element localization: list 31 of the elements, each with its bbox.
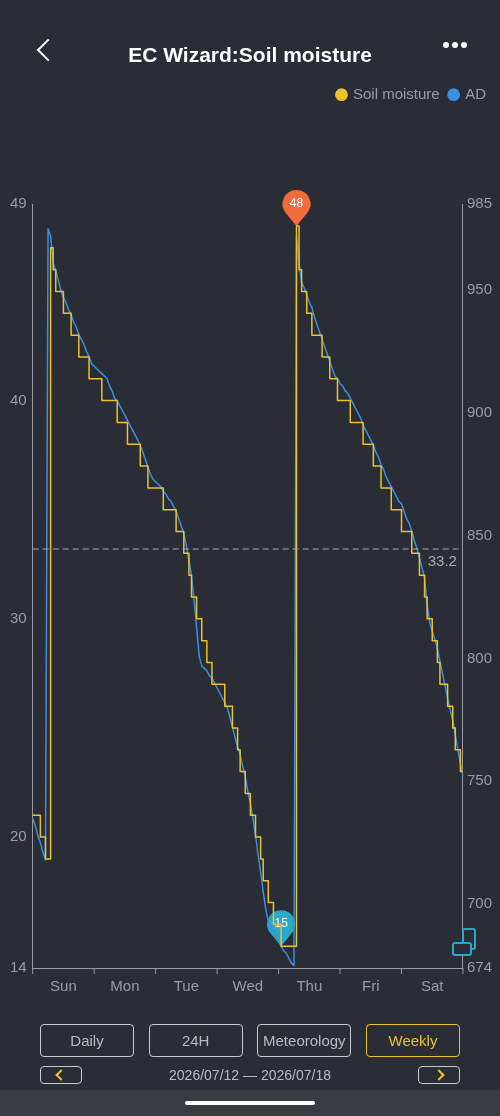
x-tick-label: Wed — [232, 977, 264, 995]
y2-tick-label: 674 — [466, 958, 492, 976]
text: Meteorology — [257, 1024, 352, 1057]
x-tick-label: Tue — [173, 977, 200, 995]
y-tick-label: 20 — [10, 827, 27, 845]
chart-title: EC Wizard:Soil moisture — [128, 43, 372, 67]
y2-tick-label: 700 — [466, 894, 492, 912]
y2-tick-label: 985 — [466, 194, 492, 212]
text: 2026/07/12 — 2026/07/18 — [169, 1067, 331, 1083]
annotation: 15 — [274, 916, 289, 931]
y2-tick-label: 850 — [466, 525, 492, 543]
x-tick-label: Thu — [296, 977, 323, 995]
y2-tick-label: 950 — [466, 280, 492, 298]
y2-tick-label: 750 — [466, 771, 492, 789]
y-tick-label: 49 — [10, 194, 27, 212]
x-tick-label: Mon — [110, 977, 140, 995]
annotation: 48 — [289, 196, 304, 211]
y-tick-label: 14 — [10, 958, 27, 976]
x-tick-label: Sat — [420, 977, 445, 995]
y2-tick-label: 800 — [466, 648, 492, 666]
text: Weekly — [365, 1024, 460, 1057]
y2-tick-label: 900 — [466, 403, 492, 421]
x-tick-label: Sun — [50, 977, 77, 995]
y-tick-label: 30 — [10, 608, 27, 626]
legend-label: AD — [465, 84, 487, 102]
text: Daily — [40, 1024, 134, 1057]
x-tick-label: Fri — [362, 977, 380, 995]
text: 24H — [148, 1024, 243, 1057]
ref-line-label: 33.2 — [427, 551, 457, 569]
legend-label: Soil moisture — [352, 84, 440, 102]
y-tick-label: 40 — [10, 390, 27, 408]
